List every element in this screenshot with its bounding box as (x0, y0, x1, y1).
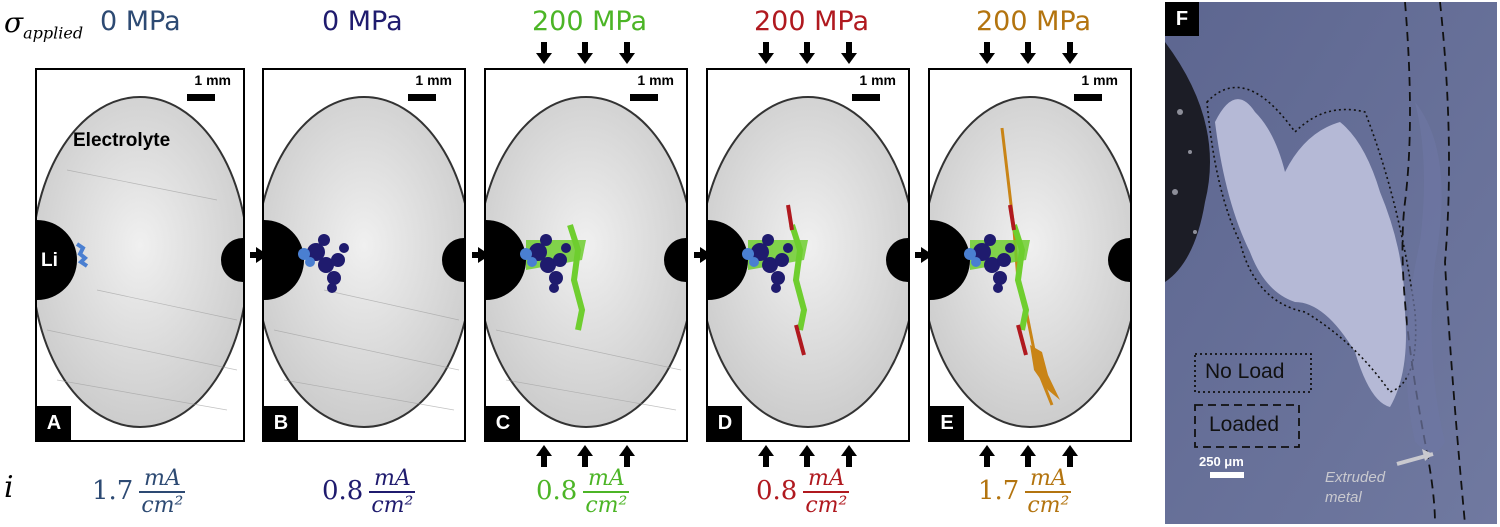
up-arrow-icon (619, 445, 635, 467)
up-arrow-icon (799, 445, 815, 467)
electrolyte-image-b (264, 96, 464, 428)
bottom-load-arrows (536, 445, 1078, 467)
down-arrow-icon (841, 42, 857, 64)
panel-letter-c: C (486, 406, 520, 440)
current-density-d: 0.8 mA cm² (756, 466, 850, 518)
unit-fraction-d: mA cm² (803, 466, 850, 518)
current-value-d: 0.8 (756, 476, 798, 506)
current-value-b: 0.8 (322, 476, 364, 506)
electrolyte-image-d (708, 96, 908, 428)
unit-fraction-c: mA cm² (583, 466, 630, 518)
electrolyte-image-e (930, 96, 1130, 428)
current-symbol: i (4, 470, 14, 505)
down-arrow-icon (619, 42, 635, 64)
stress-label-b: 0 MPa (322, 6, 403, 37)
up-arrow-icon (758, 445, 774, 467)
electrolyte-image-a (37, 96, 243, 428)
down-arrow-icon (577, 42, 593, 64)
extruded-metal-label: Extruded metal (1325, 469, 1386, 506)
current-value-e: 1.7 (978, 476, 1020, 506)
right-arrow-icon (694, 247, 712, 263)
legend-loaded: Loaded (1209, 413, 1280, 436)
stress-label-d: 200 MPa (754, 6, 870, 37)
scale-label-f: 250 μm (1199, 454, 1244, 469)
current-density-c: 0.8 mA cm² (536, 466, 630, 518)
scale-label-d: 1 mm (859, 72, 896, 88)
up-arrow-icon (979, 445, 995, 467)
electrolyte-image-c (486, 96, 686, 428)
legend-no-load: No Load (1205, 360, 1285, 383)
unit-fraction-a: mA cm² (139, 466, 186, 518)
right-arrow-icon (915, 247, 933, 263)
panel-a: 1 mm Electrolyte Li A (35, 68, 245, 442)
down-arrow-icon (1062, 42, 1078, 64)
panel-letter-f: F (1165, 2, 1199, 36)
up-arrow-icon (536, 445, 552, 467)
unit-fraction-e: mA cm² (1025, 466, 1072, 518)
current-density-b: 0.8 mA cm² (322, 466, 416, 518)
scale-bar-b (408, 94, 436, 101)
scale-bar-a (187, 94, 215, 101)
scale-bar-c (630, 94, 658, 101)
up-arrow-icon (1020, 445, 1036, 467)
current-value-c: 0.8 (536, 476, 578, 506)
stress-label-a: 0 MPa (100, 6, 181, 37)
sigma-subscript: applied (23, 23, 84, 43)
scale-label-e: 1 mm (1081, 72, 1118, 88)
panel-c: 1 mm C (484, 68, 688, 442)
current-density-e: 1.7 mA cm² (978, 466, 1072, 518)
scale-bar-d (852, 94, 880, 101)
panel-d: 1 mm D (706, 68, 910, 442)
panel-letter-d: D (708, 406, 742, 440)
panel-e: 1 mm E (928, 68, 1132, 442)
panel-b: 1 mm B (262, 68, 466, 442)
panel-f: F No Load Loaded 250 μm Extruded metal (1165, 2, 1497, 524)
li-label: Li (41, 250, 58, 271)
down-arrow-icon (536, 42, 552, 64)
down-arrow-icon (758, 42, 774, 64)
scale-label-c: 1 mm (637, 72, 674, 88)
current-value-a: 1.7 (92, 476, 134, 506)
down-arrow-icon (799, 42, 815, 64)
sem-image (1165, 2, 1497, 524)
panel-letter-e: E (930, 406, 964, 440)
scale-bar-e (1074, 94, 1102, 101)
stress-label-c: 200 MPa (532, 6, 648, 37)
electrolyte-label: Electrolyte (73, 130, 171, 151)
down-arrow-icon (1020, 42, 1036, 64)
scale-label-b: 1 mm (415, 72, 452, 88)
right-arrow-icon (472, 247, 490, 263)
current-density-a: 1.7 mA cm² (92, 466, 186, 518)
up-arrow-icon (841, 445, 857, 467)
panel-letter-b: B (264, 406, 298, 440)
right-arrow-icon (250, 247, 268, 263)
sigma-applied-label: σapplied (4, 6, 83, 43)
up-arrow-icon (1062, 445, 1078, 467)
panel-letter-a: A (37, 406, 71, 440)
top-load-arrows (536, 42, 1078, 64)
down-arrow-icon (979, 42, 995, 64)
stress-label-e: 200 MPa (976, 6, 1092, 37)
scale-label-a: 1 mm (194, 72, 231, 88)
sigma-symbol: σ (4, 6, 24, 39)
up-arrow-icon (577, 445, 593, 467)
unit-fraction-b: mA cm² (369, 466, 416, 518)
